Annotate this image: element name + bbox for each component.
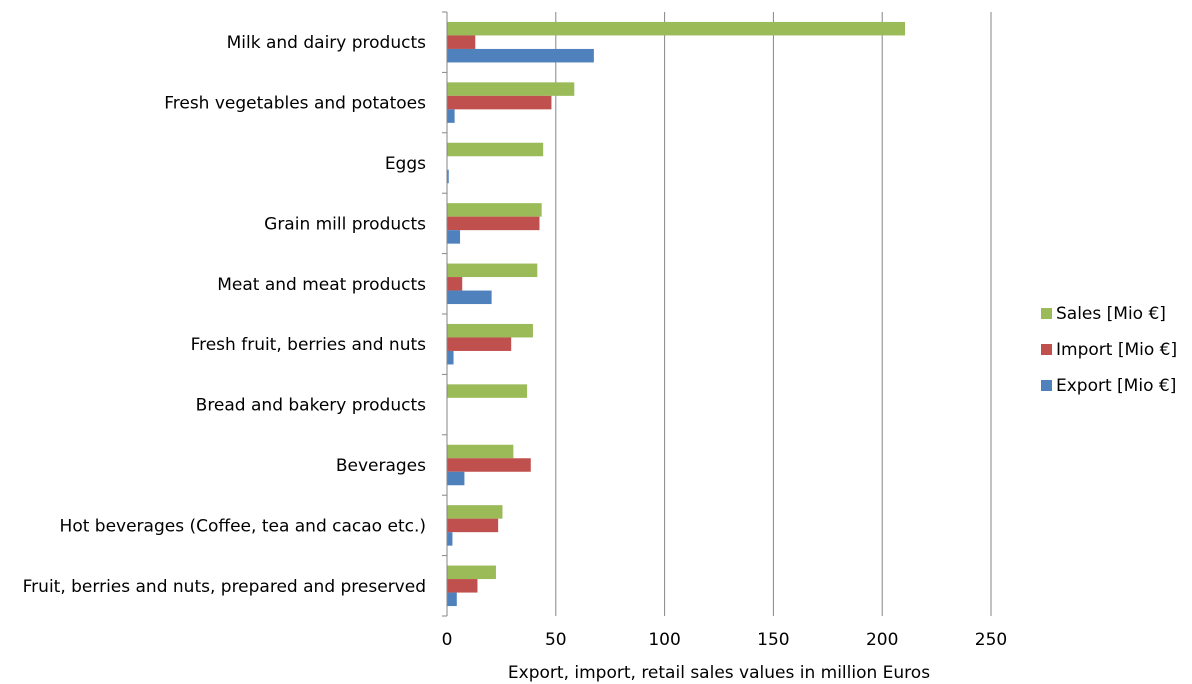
category-label: Meat and meat products	[217, 275, 426, 295]
axes	[442, 11, 448, 617]
legend-label: Export [Mio €]	[1056, 376, 1176, 396]
bar-sales	[447, 203, 542, 217]
legend-swatch	[1041, 380, 1052, 391]
x-tick-label: 0	[442, 630, 453, 650]
x-tick-label: 150	[757, 630, 789, 650]
bar-import	[447, 518, 499, 533]
bar-import	[447, 35, 476, 49]
bar-export	[447, 48, 594, 63]
category-label: Fruit, berries and nuts, prepared and pr…	[23, 577, 426, 597]
category-label: Fresh fruit, berries and nuts	[191, 335, 427, 355]
bar-sales	[447, 323, 533, 338]
bar-import	[447, 277, 463, 291]
x-tick-label: 50	[545, 630, 567, 650]
bar-export	[447, 169, 449, 184]
bar-import	[447, 458, 531, 472]
bar-sales	[447, 444, 514, 459]
bar-export	[447, 471, 465, 486]
bar-sales	[447, 21, 906, 36]
category-label: Grain mill products	[264, 214, 426, 234]
category-labels: Milk and dairy products Fresh vegetables …	[23, 33, 427, 597]
bar-export	[447, 350, 454, 365]
legend-label: Sales [Mio €]	[1056, 304, 1166, 324]
bar-export	[447, 592, 457, 607]
bars	[447, 21, 906, 607]
gridlines	[555, 12, 992, 616]
tick-labels: 0 50 100 150 200 250	[442, 630, 1008, 650]
bar-export	[447, 230, 461, 244]
category-label: Milk and dairy products	[227, 33, 427, 53]
category-label: Hot beverages (Coffee, tea and cacao etc…	[60, 516, 426, 536]
category-label: Eggs	[385, 154, 426, 174]
bar-export	[447, 109, 455, 123]
legend: Sales [Mio €] Import [Mio €] Export [Mio €…	[1041, 304, 1177, 396]
x-tick-label: 200	[866, 630, 898, 650]
x-tick-label: 250	[975, 630, 1007, 650]
bar-sales	[447, 384, 528, 398]
x-tick-label: 100	[648, 630, 680, 650]
legend-label: Import [Mio €]	[1056, 340, 1177, 360]
legend-swatch	[1041, 308, 1052, 319]
category-label: Bread and bakery products	[196, 396, 426, 416]
bar-sales	[447, 565, 496, 580]
bar-import	[447, 95, 552, 110]
bar-sales	[447, 82, 575, 96]
bar-import	[447, 579, 478, 593]
bar-sales	[447, 263, 538, 278]
bar-sales	[447, 505, 503, 519]
category-label: Beverages	[336, 456, 426, 476]
category-label: Fresh vegetables and potatoes	[164, 94, 426, 114]
x-axis-title: Export, import, retail sales values in m…	[508, 663, 930, 683]
bar-sales	[447, 142, 544, 157]
bar-import	[447, 216, 540, 231]
bar-import	[447, 337, 512, 351]
legend-swatch	[1041, 344, 1052, 355]
bar-export	[447, 290, 492, 305]
bar-export	[447, 532, 453, 546]
